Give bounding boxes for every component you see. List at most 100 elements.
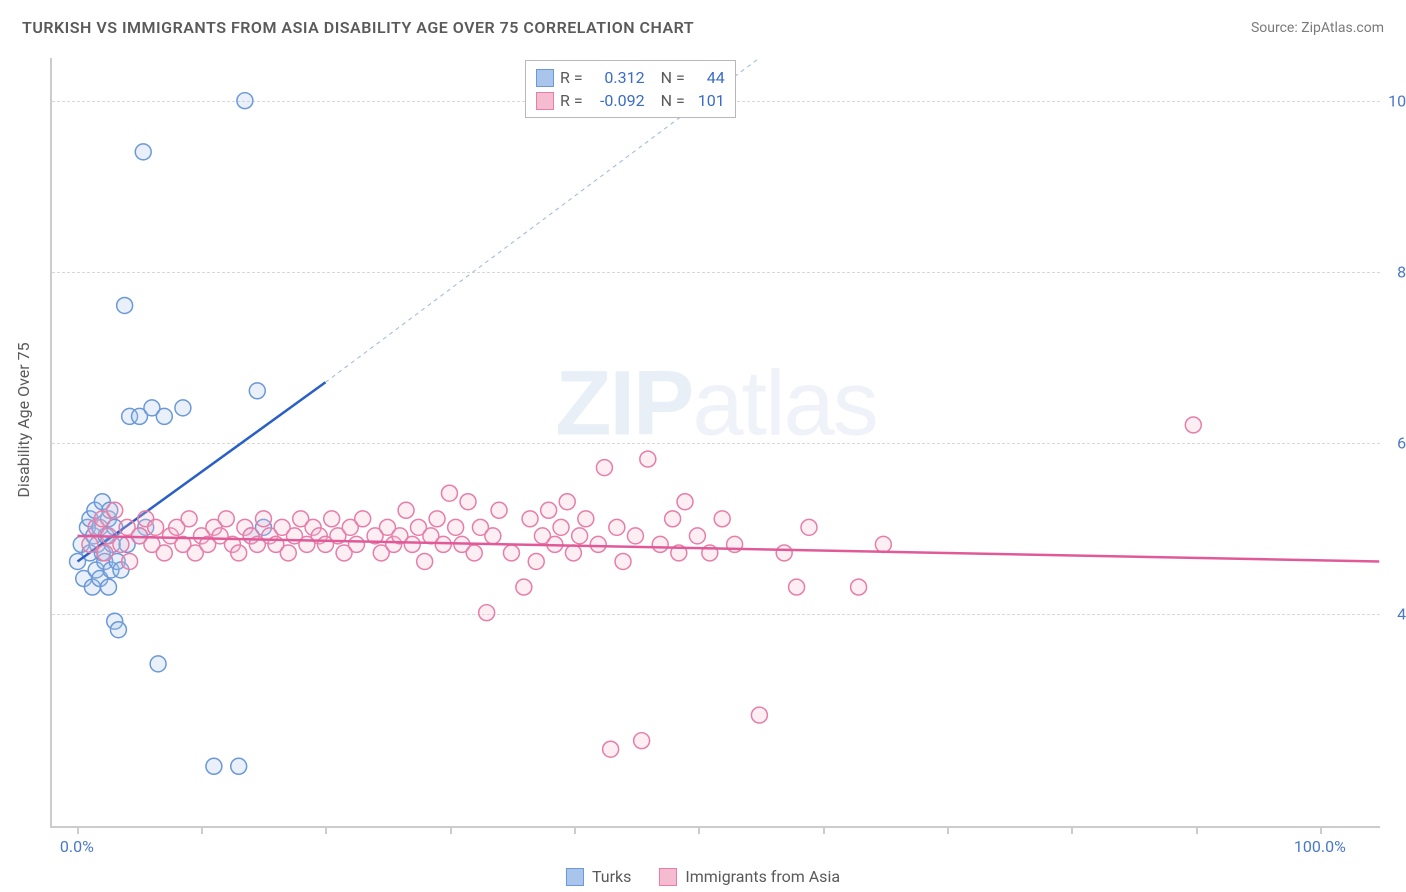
legend-swatch-asia: [536, 92, 554, 110]
scatter-point-turks: [156, 408, 172, 424]
scatter-point-asia: [603, 741, 619, 757]
scatter-point-asia: [1185, 417, 1201, 433]
scatter-point-asia: [280, 545, 296, 561]
scatter-point-asia: [522, 511, 538, 527]
series-legend: Turks Immigrants from Asia: [566, 867, 840, 886]
x-tick-label: 100.0%: [1294, 837, 1346, 856]
n-value-asia: 101: [691, 91, 725, 110]
scatter-point-asia: [324, 511, 340, 527]
x-tick: [325, 826, 327, 834]
legend-swatch-turks: [566, 868, 584, 886]
x-tick: [1071, 826, 1073, 834]
scatter-point-asia: [441, 485, 457, 501]
scatter-point-asia: [404, 536, 420, 552]
scatter-point-asia: [148, 519, 164, 535]
x-tick: [823, 826, 825, 834]
scatter-point-asia: [156, 545, 172, 561]
scatter-point-asia: [503, 545, 519, 561]
legend-label-asia: Immigrants from Asia: [685, 867, 840, 886]
scatter-point-asia: [218, 511, 234, 527]
scatter-point-asia: [714, 511, 730, 527]
r-value-turks: 0.312: [589, 68, 645, 87]
r-label: R =: [560, 91, 583, 110]
legend-label-turks: Turks: [592, 867, 631, 886]
n-label: N =: [661, 68, 685, 87]
scatter-point-asia: [355, 511, 371, 527]
scatter-point-turks: [175, 400, 191, 416]
title-bar: TURKISH VS IMMIGRANTS FROM ASIA DISABILI…: [22, 18, 1384, 37]
x-tick: [574, 826, 576, 834]
y-tick-label: 40.0%: [1384, 605, 1406, 624]
legend-swatch-turks: [536, 69, 554, 87]
scatter-point-asia: [479, 605, 495, 621]
scatter-point-asia: [634, 733, 650, 749]
x-tick: [77, 826, 79, 834]
scatter-point-asia: [789, 579, 805, 595]
scatter-point-asia: [640, 451, 656, 467]
legend-item-asia: Immigrants from Asia: [659, 867, 840, 886]
r-value-asia: -0.092: [589, 91, 645, 110]
scatter-point-turks: [231, 758, 247, 774]
legend-item-turks: Turks: [566, 867, 631, 886]
correlation-legend: R =0.312N =44R =-0.092N =101: [525, 60, 736, 118]
scatter-point-asia: [689, 528, 705, 544]
scatter-point-turks: [110, 622, 126, 638]
scatter-point-turks: [249, 383, 265, 399]
scatter-point-asia: [485, 528, 501, 544]
chart-title: TURKISH VS IMMIGRANTS FROM ASIA DISABILI…: [22, 18, 694, 37]
scatter-point-turks: [206, 758, 222, 774]
scatter-point-asia: [609, 519, 625, 535]
scatter-point-asia: [348, 536, 364, 552]
scatter-point-asia: [113, 536, 129, 552]
scatter-point-asia: [751, 707, 767, 723]
legend-row-turks: R =0.312N =44: [536, 66, 725, 89]
x-tick: [698, 826, 700, 834]
scatter-point-asia: [417, 553, 433, 569]
scatter-point-asia: [801, 519, 817, 535]
x-tick: [947, 826, 949, 834]
scatter-point-asia: [578, 511, 594, 527]
scatter-point-asia: [460, 494, 476, 510]
scatter-point-asia: [97, 545, 113, 561]
scatter-svg: [52, 58, 1380, 826]
scatter-point-turks: [101, 579, 117, 595]
scatter-point-asia: [466, 545, 482, 561]
scatter-point-turks: [135, 144, 151, 160]
x-tick: [1320, 826, 1322, 834]
scatter-point-asia: [851, 579, 867, 595]
scatter-point-asia: [429, 511, 445, 527]
scatter-point-asia: [572, 528, 588, 544]
scatter-point-asia: [627, 528, 643, 544]
y-tick-label: 60.0%: [1384, 434, 1406, 453]
scatter-point-turks: [150, 656, 166, 672]
scatter-point-asia: [541, 502, 557, 518]
scatter-point-turks: [237, 93, 253, 109]
scatter-point-asia: [528, 553, 544, 569]
scatter-point-asia: [553, 519, 569, 535]
scatter-point-asia: [559, 494, 575, 510]
scatter-point-asia: [491, 502, 507, 518]
x-tick: [201, 826, 203, 834]
scatter-point-asia: [665, 511, 681, 527]
x-tick: [1196, 826, 1198, 834]
scatter-point-asia: [875, 536, 891, 552]
scatter-point-asia: [677, 494, 693, 510]
scatter-point-asia: [181, 511, 197, 527]
x-tick: [450, 826, 452, 834]
source-label: Source: ZipAtlas.com: [1251, 20, 1384, 36]
scatter-point-asia: [776, 545, 792, 561]
y-tick-label: 80.0%: [1384, 262, 1406, 281]
plot-area: ZIPatlas 40.0%60.0%80.0%100.0%0.0%100.0%: [50, 58, 1380, 828]
scatter-point-asia: [590, 536, 606, 552]
scatter-point-asia: [122, 553, 138, 569]
scatter-point-asia: [652, 536, 668, 552]
scatter-point-asia: [448, 519, 464, 535]
scatter-point-asia: [107, 502, 123, 518]
n-label: N =: [661, 91, 685, 110]
scatter-point-asia: [516, 579, 532, 595]
scatter-point-asia: [82, 536, 98, 552]
scatter-point-asia: [256, 511, 272, 527]
y-tick-label: 100.0%: [1384, 91, 1406, 110]
y-axis-label: Disability Age Over 75: [14, 342, 33, 497]
scatter-point-asia: [596, 460, 612, 476]
